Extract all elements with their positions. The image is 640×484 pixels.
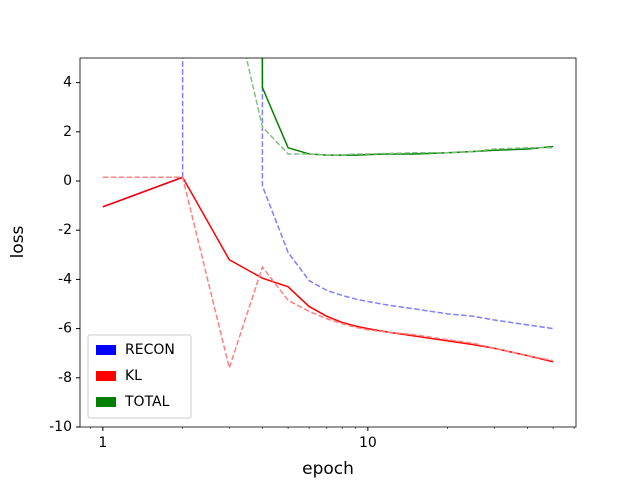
legend-label: TOTAL: [124, 394, 170, 410]
y-tick-label: -10: [49, 419, 72, 435]
x-tick-label: 1: [98, 435, 107, 451]
plot-lines: [102, 58, 554, 371]
legend-label: RECON: [125, 342, 175, 358]
x-axis-label: epoch: [302, 459, 354, 479]
y-tick-label: -2: [58, 222, 72, 238]
plot-frame: [79, 57, 577, 428]
y-tick-label: -4: [58, 271, 72, 287]
y-tick-label: -8: [58, 370, 72, 386]
y-tick-label: -6: [58, 321, 72, 337]
series-line: [261, 58, 554, 156]
y-tick-label: 2: [63, 124, 72, 140]
legend-swatch: [96, 371, 116, 381]
legend-label: KL: [125, 368, 142, 384]
x-tick-label: 10: [359, 435, 377, 451]
series-line: [181, 58, 554, 330]
legend-swatch: [96, 397, 116, 407]
series-line: [245, 58, 554, 156]
legend-swatch: [96, 345, 116, 355]
y-tick-label: 0: [63, 173, 72, 189]
y-tick-label: 4: [63, 75, 72, 91]
series-line: [102, 176, 554, 363]
y-axis-label: loss: [8, 225, 28, 258]
